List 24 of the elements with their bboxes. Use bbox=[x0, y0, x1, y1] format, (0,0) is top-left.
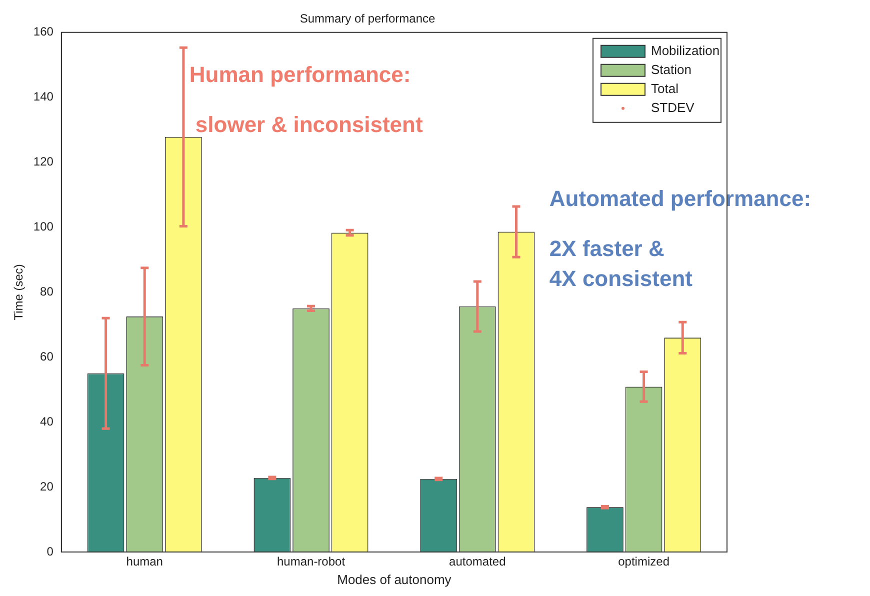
annotation: 4X consistent bbox=[549, 266, 694, 292]
annotation: slower & inconsistent bbox=[195, 112, 424, 138]
y-tick-label: 140 bbox=[33, 90, 54, 104]
legend-label: Station bbox=[651, 62, 692, 77]
x-tick-label: human bbox=[126, 554, 163, 569]
y-tick-label: 20 bbox=[40, 479, 54, 494]
x-tick-label: human-robot bbox=[276, 554, 346, 569]
x-axis-title: Modes of autonomy bbox=[337, 572, 452, 587]
y-tick-label: 80 bbox=[40, 284, 54, 299]
legend-label: STDEV bbox=[651, 100, 695, 115]
chart-title: Summary of performance bbox=[300, 12, 436, 26]
legend-label: Total bbox=[651, 80, 679, 96]
y-tick-label: 40 bbox=[40, 414, 54, 428]
annotation: Human performance: bbox=[189, 62, 411, 88]
legend-label: Mobilization bbox=[651, 42, 720, 58]
annotation: 2X faster & bbox=[549, 236, 664, 262]
y-tick-label: 160 bbox=[33, 24, 54, 39]
y-tick-label: 100 bbox=[33, 220, 54, 234]
x-tick-label: optimized bbox=[618, 554, 670, 569]
x-tick-label: automated bbox=[449, 554, 506, 569]
y-tick-label: 120 bbox=[33, 154, 54, 169]
y-axis-title: Time (sec) bbox=[12, 264, 26, 320]
y-tick-label: 0 bbox=[46, 544, 54, 558]
y-tick-label: 60 bbox=[40, 349, 54, 364]
